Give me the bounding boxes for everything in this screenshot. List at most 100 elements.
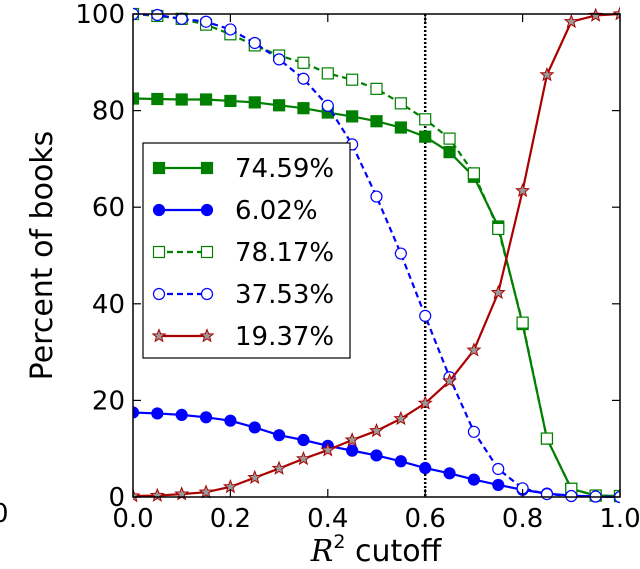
legend-label-3: 78.17% [235, 238, 334, 268]
legend-marker-4 [200, 287, 214, 301]
data-point-series-5 [442, 373, 458, 388]
legend-marker-1 [200, 161, 214, 175]
data-point-series-1 [297, 102, 310, 115]
data-point-series-1 [175, 93, 188, 106]
data-point-series-5 [515, 182, 531, 198]
data-point-series-2 [443, 467, 456, 480]
plot-area [133, 6, 620, 504]
data-point-series-5 [344, 432, 360, 447]
data-point-series-3 [443, 132, 456, 145]
x-axis-title-variable: R [310, 534, 334, 569]
y-tick-label: 100 [75, 0, 125, 30]
y-tick-label: 0 [108, 483, 125, 513]
x-axis-title-superscript: 2 [333, 531, 345, 553]
data-point-series-1 [151, 92, 164, 106]
data-point-series-4 [151, 8, 164, 22]
data-point-series-5 [588, 7, 604, 22]
data-point-series-2 [394, 455, 407, 468]
data-point-series-2 [175, 408, 188, 421]
x-tick-label: 1.0 [599, 504, 640, 534]
data-point-series-3 [297, 56, 310, 69]
data-point-series-4 [199, 15, 213, 28]
data-point-series-5 [133, 488, 141, 503]
data-point-series-5 [393, 410, 409, 426]
data-point-series-3 [370, 82, 383, 95]
series-line-4 [133, 12, 620, 499]
legend-marker-4 [152, 287, 166, 301]
data-point-series-5 [320, 442, 336, 457]
data-point-series-4 [492, 462, 505, 476]
data-point-series-4 [297, 72, 310, 85]
legend-marker-5 [151, 328, 167, 343]
legend-box [142, 142, 351, 359]
data-point-series-5 [539, 66, 555, 82]
data-point-series-2 [151, 407, 164, 420]
x-tick-label: 0.4 [307, 504, 348, 534]
data-point-series-5 [563, 13, 579, 29]
legend-marker-1 [152, 161, 166, 175]
y-tick-label: 60 [92, 193, 125, 223]
data-point-series-4 [394, 247, 407, 260]
data-point-series-1 [370, 115, 383, 128]
series-line-3 [133, 12, 620, 498]
data-point-series-2 [492, 478, 505, 492]
data-point-series-2 [467, 473, 480, 486]
legend-marker-3 [200, 245, 214, 259]
data-point-series-2 [297, 433, 310, 447]
x-tick-label: 0.6 [405, 504, 446, 534]
data-point-series-5 [295, 450, 311, 466]
plot-frame [132, 13, 621, 498]
data-point-series-4 [224, 23, 237, 36]
data-point-series-5 [271, 460, 287, 475]
data-point-series-4 [565, 489, 578, 503]
data-point-series-4 [175, 12, 188, 25]
data-point-series-5 [198, 484, 214, 499]
data-point-series-1 [394, 121, 407, 134]
data-point-series-3 [467, 167, 480, 180]
data-point-series-5 [247, 469, 263, 485]
data-point-series-1 [273, 99, 286, 112]
x-tick-label: 0.0 [112, 504, 153, 534]
partial-tick-label: 0 [0, 499, 9, 529]
data-point-series-1 [133, 92, 140, 105]
x-axis-title: R2 cutoff [310, 531, 443, 569]
x-tick-label: 0.2 [210, 504, 251, 534]
data-point-series-5 [466, 342, 482, 357]
legend-marker-2 [152, 203, 166, 217]
data-point-series-2 [199, 411, 213, 424]
data-point-series-4 [540, 488, 554, 501]
data-point-series-1 [248, 96, 261, 109]
y-tick-label: 20 [92, 386, 125, 416]
data-point-series-3 [540, 432, 554, 445]
legend-label-5: 19.37% [235, 322, 334, 352]
legend-marker-2 [200, 203, 214, 217]
data-point-series-2 [370, 449, 383, 462]
data-point-series-3 [516, 316, 529, 329]
x-tick-label: 0.8 [502, 504, 543, 534]
legend-label-1: 74.59% [235, 154, 334, 184]
data-point-series-1 [443, 146, 456, 159]
data-point-series-5 [149, 487, 165, 502]
legend-marker-3 [152, 245, 166, 259]
data-point-series-2 [133, 406, 140, 419]
legend-label-4: 37.53% [235, 280, 334, 310]
data-point-series-4 [467, 425, 480, 438]
data-point-series-2 [248, 421, 261, 434]
data-point-series-3 [394, 97, 407, 110]
data-point-series-4 [321, 99, 334, 112]
data-point-series-2 [419, 461, 432, 475]
data-point-series-2 [346, 444, 359, 457]
data-point-series-3 [321, 67, 334, 80]
data-point-series-1 [346, 110, 359, 123]
y-tick-label: 80 [92, 97, 125, 127]
data-point-series-3 [346, 73, 359, 86]
data-point-series-2 [224, 414, 237, 427]
x-axis-title-rest: cutoff [345, 534, 442, 569]
data-point-series-1 [419, 130, 432, 143]
data-point-series-4 [248, 36, 261, 50]
y-tick-label: 40 [92, 290, 125, 320]
data-point-series-5 [490, 284, 506, 300]
data-point-series-1 [224, 94, 237, 108]
data-point-series-3 [419, 113, 432, 126]
